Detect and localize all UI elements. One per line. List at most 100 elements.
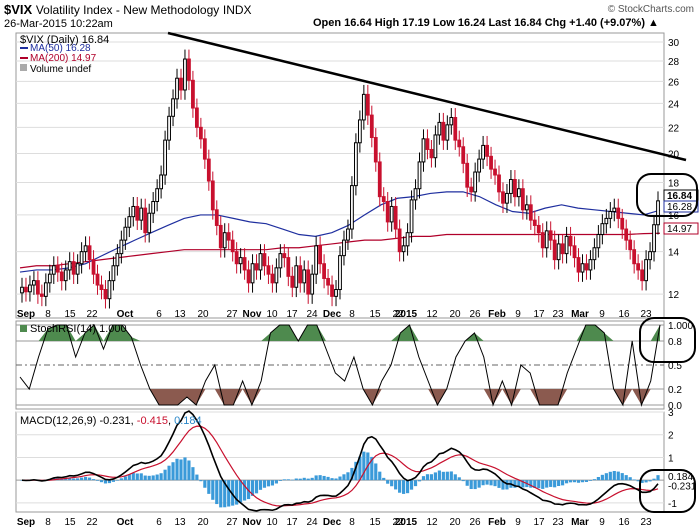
candle-body xyxy=(608,211,613,219)
candle-body xyxy=(195,107,199,128)
candle-body xyxy=(536,224,541,234)
x-tick-label: Oct xyxy=(117,309,134,320)
candle-body xyxy=(183,58,187,91)
macd-histogram-bar xyxy=(529,480,533,488)
candle-body xyxy=(107,280,112,300)
macd-tick-label: -1 xyxy=(668,499,677,510)
price-tick-label: 20 xyxy=(668,150,680,161)
macd-histogram-bar xyxy=(628,477,632,481)
legend-ma50: MA(50) 16.28 xyxy=(30,43,91,54)
macd-histogram-bar xyxy=(91,479,96,481)
macd-histogram-bar xyxy=(465,480,469,486)
macd-histogram-bar xyxy=(346,472,350,481)
candle-body xyxy=(644,259,648,282)
candle-body xyxy=(544,230,549,249)
x-tick-label: Sep xyxy=(17,309,35,320)
macd-histogram-bar xyxy=(553,480,557,488)
candle-body xyxy=(115,253,120,267)
candle-body xyxy=(111,265,116,282)
macd-histogram-bar xyxy=(334,478,338,481)
macd-histogram-bar xyxy=(608,471,612,481)
candle-body xyxy=(516,188,521,198)
candle-body xyxy=(552,239,557,261)
macd-histogram-bar xyxy=(175,458,179,481)
ma50-line xyxy=(19,191,661,273)
x-tick-label: 8 xyxy=(349,309,355,320)
candle-body xyxy=(489,155,493,170)
candle-body xyxy=(266,265,271,275)
x-tick-label: 10 xyxy=(266,517,278,528)
stochrsi-oversold-fill xyxy=(20,389,660,405)
macd-tick-label: 3 xyxy=(668,408,674,419)
x-tick-label: 17 xyxy=(533,517,545,528)
stochrsi-overbought-fill xyxy=(20,325,660,341)
macd-histogram-bar xyxy=(159,473,163,481)
macd-histogram-bar xyxy=(405,480,410,494)
candle-body xyxy=(24,286,28,293)
candle-body xyxy=(202,138,207,160)
macd-histogram-bar xyxy=(227,480,231,507)
ma200-line xyxy=(19,232,661,269)
candle-body xyxy=(485,144,489,157)
candle-body xyxy=(20,286,24,294)
x-tick-label: 23 xyxy=(552,309,564,320)
candle-body xyxy=(274,267,279,284)
ma200-box xyxy=(663,222,699,235)
macd-histogram-bar xyxy=(219,480,223,508)
macd-histogram-bar xyxy=(99,480,104,483)
candle-body xyxy=(282,253,287,259)
candle-body xyxy=(481,144,485,160)
macd-histogram-bar xyxy=(262,480,267,488)
macd-histogram-bar xyxy=(441,471,445,481)
candle-body xyxy=(477,158,482,173)
macd-histogram-bar xyxy=(135,473,139,481)
candle-body xyxy=(528,204,533,221)
macd-histogram-bar xyxy=(354,461,358,481)
macd-histogram-bar xyxy=(656,475,660,481)
candle-body xyxy=(250,263,255,284)
candle-body xyxy=(191,79,195,109)
macd-histogram-bar xyxy=(584,480,589,482)
macd-histogram-bar xyxy=(151,475,155,481)
price-tick-label: 18 xyxy=(668,179,680,190)
macd-histogram-bar xyxy=(517,480,521,487)
macd-histogram-bar xyxy=(314,475,318,481)
candle-body xyxy=(437,121,442,136)
candle-body xyxy=(226,232,231,241)
price-tick-label: 14 xyxy=(668,248,680,259)
candle-body xyxy=(246,269,251,284)
x-tick-label: 16 xyxy=(618,517,630,528)
macd-histogram-bar xyxy=(561,480,565,486)
macd-histogram-bar xyxy=(306,478,310,481)
macd-histogram-bar xyxy=(557,480,561,487)
macd-histogram-bar xyxy=(604,473,608,481)
chart-title: $VIX Volatility Index - New Methodology … xyxy=(4,2,252,17)
macd-histogram-bar xyxy=(139,473,143,481)
macd-label: MACD(12,26,9) -0.231, -0.415, 0.184 xyxy=(20,415,202,427)
macd-histogram-bar xyxy=(616,471,620,481)
x-tick-label: 26 xyxy=(469,309,481,320)
macd-histogram-bar xyxy=(254,480,259,494)
price-tick-label: 24 xyxy=(668,99,680,110)
candle-body xyxy=(604,217,609,225)
candle-body xyxy=(39,293,44,297)
stochrsi-tick-label: 0.0 xyxy=(668,401,682,412)
candle-body xyxy=(409,199,414,234)
macd-tick-label: 1 xyxy=(668,453,674,464)
ma50-box xyxy=(663,200,699,213)
macd-histogram-bar xyxy=(203,480,207,488)
x-tick-label: 6 xyxy=(156,309,162,320)
candle-body xyxy=(234,251,239,265)
candle-body xyxy=(596,234,601,249)
x-tick-label: 10 xyxy=(266,309,278,320)
price-tick-label: 22 xyxy=(668,123,680,134)
macd-histogram-bar xyxy=(588,480,593,481)
macd-histogram-bar xyxy=(497,480,501,488)
candle-body xyxy=(83,245,88,253)
macd-tick-label: 0.184 xyxy=(668,472,693,483)
macd-histogram-bar xyxy=(258,480,263,490)
macd-histogram-bar xyxy=(95,480,100,481)
macd-histogram-bar xyxy=(330,478,334,481)
candle-body xyxy=(580,263,585,273)
macd-histogram-bar xyxy=(390,480,394,487)
